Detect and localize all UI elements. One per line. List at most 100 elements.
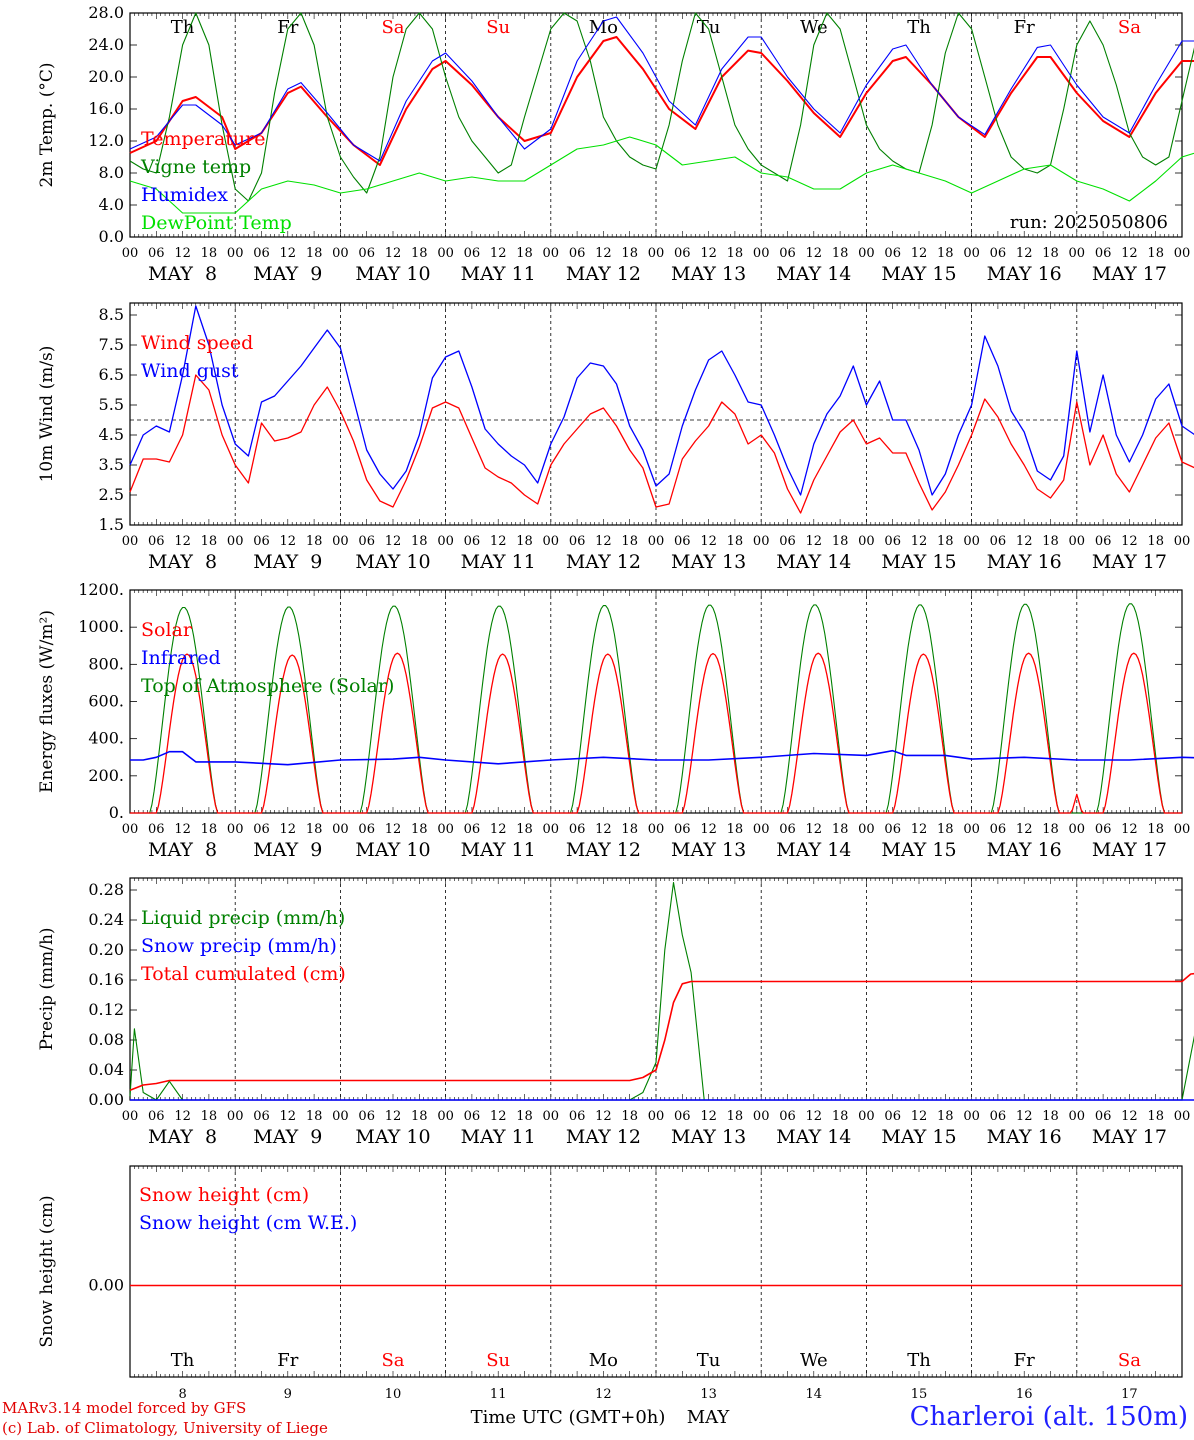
hour-label: 06 [990,822,1007,837]
hour-label: 06 [569,534,586,549]
hour-label: 12 [174,822,191,837]
hour-label: 00 [858,822,875,837]
hour-label: 06 [779,1109,796,1124]
y-axis-label: Snow height (cm) [37,1195,57,1347]
hour-label: 12 [595,246,612,261]
hour-label: 12 [280,822,297,837]
y-axis-label: Precip (mm/h) [37,927,57,1050]
y-tick-label: 8.0 [99,163,124,182]
hour-label: 06 [1095,534,1112,549]
hour-label: 00 [227,246,244,261]
date-label: MAY 14 [776,263,851,285]
series-wind-speed [129,374,1194,514]
y-tick-label: 0.00 [88,1276,124,1295]
hour-label: 12 [490,246,507,261]
hour-label: 18 [621,246,638,261]
hour-label: 12 [1016,534,1033,549]
hour-label: 18 [411,246,428,261]
hour-label: 00 [1174,822,1191,837]
hour-label: 00 [753,1109,770,1124]
hour-label: 00 [1069,534,1086,549]
weekday-label: We [800,17,828,38]
hour-label: 00 [753,822,770,837]
hour-label: 18 [306,1109,323,1124]
date-label: MAY 11 [461,263,536,285]
hour-label: 06 [464,534,481,549]
hour-label: 00 [122,534,139,549]
hour-label: 18 [937,246,954,261]
weekday-label: Fr [277,1350,298,1371]
hour-label: 00 [963,1109,980,1124]
hour-label: 18 [1147,534,1164,549]
y-tick-label: 4.5 [99,425,124,444]
hour-label: 12 [174,534,191,549]
hour-label: 00 [858,1109,875,1124]
hour-label: 12 [911,246,928,261]
legend-entry: Snow height (cm W.E.) [139,1212,357,1234]
weekday-label: Su [486,17,510,38]
hour-label: 06 [990,1109,1007,1124]
y-tick-label: 24.0 [88,35,124,54]
hour-label: 18 [1042,822,1059,837]
y-tick-label: 0.08 [88,1030,124,1049]
hour-label: 18 [727,1109,744,1124]
hour-label: 12 [280,246,297,261]
hour-label: 12 [700,1109,717,1124]
hour-label: 18 [411,822,428,837]
date-label: MAY 16 [987,1126,1062,1148]
hour-label: 06 [990,534,1007,549]
hour-label: 00 [122,822,139,837]
series-infrared [130,749,1194,766]
hour-label: 12 [174,246,191,261]
hour-label: 12 [595,534,612,549]
hour-label: 06 [990,246,1007,261]
hour-label: 06 [253,1109,270,1124]
hour-label: 18 [727,534,744,549]
hour-label: 12 [595,1109,612,1124]
date-label: MAY 12 [566,839,641,861]
hour-label: 12 [595,822,612,837]
hour-label: 00 [437,1109,454,1124]
day-number: 13 [700,1387,717,1402]
panel-5: 0.00 Snow height (cm) [37,1165,1183,1378]
weekday-label: Tu [697,1350,721,1371]
hour-label: 06 [358,246,375,261]
hour-label: 00 [543,246,560,261]
y-tick-label: 7.5 [99,335,124,354]
hour-label: 06 [148,1109,165,1124]
day-number: 11 [490,1387,507,1402]
date-label: MAY 15 [881,839,956,861]
panel-1: 0.0 4.0 8.0 12.0 16.0 20.0 24.0 28.0 2m Temp. (°… [37,3,1190,285]
hour-label: 00 [543,822,560,837]
weekday-label: Mo [589,1350,618,1371]
hour-label: 06 [1095,822,1112,837]
plot-frame [129,589,1183,814]
date-label: MAY 17 [1092,839,1167,861]
y-tick-label: 16.0 [88,99,124,118]
weekday-label: Tu [697,17,721,38]
hour-label: 12 [700,246,717,261]
y-tick-label: 8.5 [99,305,124,324]
hour-label: 06 [674,822,691,837]
weekday-label: Su [486,1350,510,1371]
date-label: MAY 9 [253,839,322,861]
hour-label: 12 [1016,822,1033,837]
hour-label: 18 [727,822,744,837]
panel-4: 0.00 0.04 0.08 0.12 0.16 0.20 0.24 0.28 Precip (… [37,877,1191,1148]
hour-label: 18 [621,1109,638,1124]
y-tick-label: 4.0 [99,195,124,214]
hour-label: 18 [832,1109,849,1124]
hour-label: 18 [832,534,849,549]
hour-label: 00 [332,246,349,261]
panel-3: 0. 200. 400. 600. 800. 1000. 1200. Energy fluxe… [37,580,1190,861]
weekday-label: Fr [1014,1350,1035,1371]
hour-label: 06 [358,1109,375,1124]
series-dewpoint-temp [129,136,1194,214]
hour-label: 06 [148,534,165,549]
hour-label: 06 [779,822,796,837]
hour-label: 06 [148,822,165,837]
day-number: 8 [178,1387,186,1402]
hour-label: 00 [1174,1109,1191,1124]
hour-label: 18 [516,1109,533,1124]
y-tick-label: 1000. [78,617,124,636]
